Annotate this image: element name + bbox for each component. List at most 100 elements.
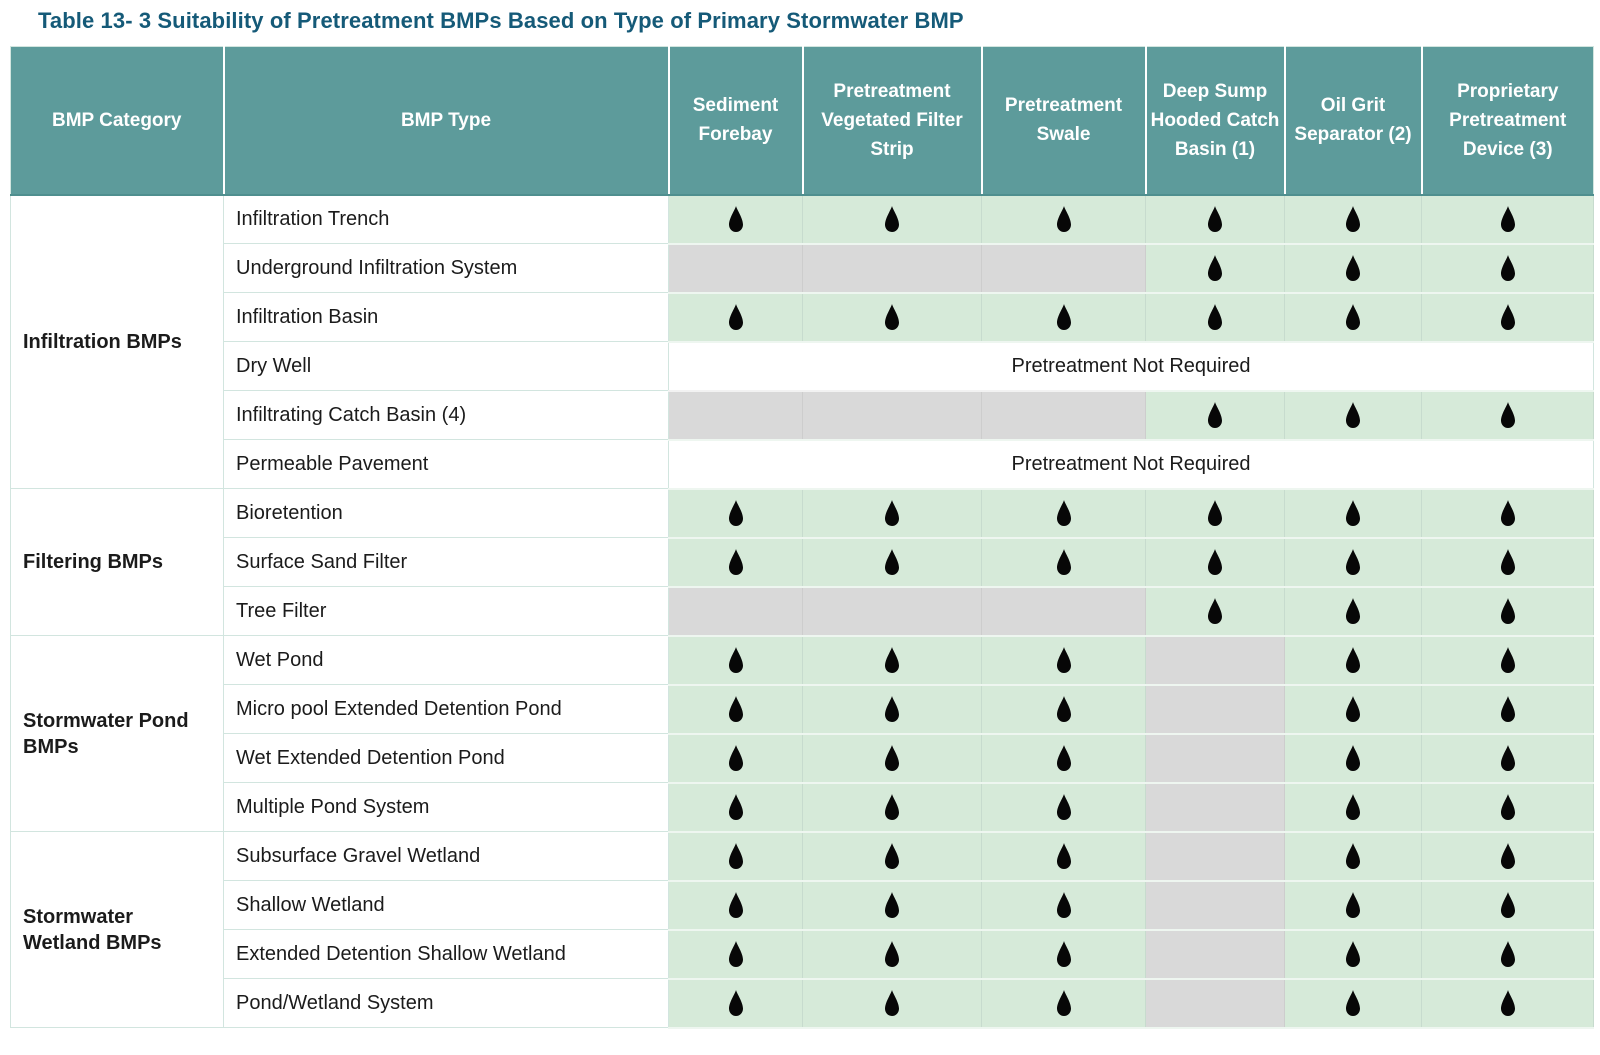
header-pretreatment-vegetated-filter-strip: Pretreatment Vegetated Filter Strip — [801, 46, 982, 196]
water-drop-icon — [1346, 647, 1360, 673]
suitable-cell — [1284, 585, 1422, 637]
table-row: Infiltration Basin — [11, 291, 1594, 343]
water-drop-icon — [728, 745, 743, 771]
water-drop-icon — [1500, 647, 1515, 673]
suitable-cell — [668, 732, 803, 784]
suitable-cell — [1421, 879, 1594, 931]
bmp-type-cell: Underground Infiltration System — [223, 243, 669, 293]
water-drop-icon — [728, 549, 743, 575]
suitable-cell — [1284, 291, 1422, 343]
water-drop-icon — [885, 549, 899, 575]
not-applicable-cell — [1145, 977, 1285, 1029]
table-row: Pond/Wetland System — [11, 977, 1594, 1029]
water-drop-icon — [1500, 549, 1515, 575]
table-row: Underground Infiltration System — [11, 242, 1594, 294]
not-applicable-cell — [1145, 781, 1285, 833]
water-drop-icon — [885, 794, 899, 820]
bmp-type-cell: Wet Extended Detention Pond — [223, 733, 669, 783]
suitable-cell — [668, 879, 803, 931]
suitable-cell — [668, 781, 803, 833]
suitable-cell — [1145, 193, 1285, 245]
suitable-cell — [981, 732, 1146, 784]
header-deep-sump-hooded-catch-basin: Deep Sump Hooded Catch Basin (1) — [1144, 46, 1285, 196]
water-drop-icon — [1500, 206, 1515, 232]
table-body: Infiltration BMPs Infiltration Trench Unde… — [10, 193, 1594, 1029]
water-drop-icon — [1500, 990, 1515, 1016]
water-drop-icon — [1500, 794, 1515, 820]
suitable-cell — [1421, 389, 1594, 441]
pretreatment-not-required-cell: Pretreatment Not Required — [668, 341, 1594, 391]
suitable-cell — [981, 830, 1146, 882]
table-row: Filtering BMPs Bioretention — [10, 487, 1594, 636]
suitable-cell — [981, 291, 1146, 343]
suitable-cell — [802, 487, 982, 539]
bmp-type-cell: Subsurface Gravel Wetland — [223, 831, 669, 881]
header-sediment-forebay: Sediment Forebay — [667, 46, 803, 196]
suitable-cell — [802, 928, 982, 980]
water-drop-icon — [1346, 745, 1360, 771]
water-drop-icon — [1346, 206, 1360, 232]
table-row: Micro pool Extended Detention Pond — [11, 683, 1594, 735]
document-page: Table 13- 3 Suitability of Pretreatment … — [10, 8, 1594, 1029]
table-title: Table 13- 3 Suitability of Pretreatment … — [38, 8, 964, 33]
water-drop-icon — [1056, 892, 1071, 918]
water-drop-icon — [728, 500, 743, 526]
bmp-type-cell: Infiltrating Catch Basin (4) — [223, 390, 669, 440]
suitable-cell — [1284, 732, 1422, 784]
suitable-cell — [668, 536, 803, 588]
table-row: Permeable Pavement Pretreatment Not Requi… — [11, 439, 1594, 489]
bmp-category-cell: Stormwater Wetland BMPs — [10, 831, 224, 1028]
bmp-type-cell: Bioretention — [223, 488, 669, 538]
suitable-cell — [981, 683, 1146, 735]
water-drop-icon — [1500, 941, 1515, 967]
bmp-type-cell: Extended Detention Shallow Wetland — [223, 929, 669, 979]
bmp-type-cell: Shallow Wetland — [223, 880, 669, 930]
not-applicable-cell — [1145, 830, 1285, 882]
water-drop-icon — [1346, 304, 1360, 330]
not-applicable-cell — [1145, 732, 1285, 784]
table-row: Extended Detention Shallow Wetland — [11, 928, 1594, 980]
suitable-cell — [1145, 389, 1285, 441]
water-drop-icon — [1056, 745, 1071, 771]
suitable-cell — [1145, 242, 1285, 294]
suitable-cell — [668, 830, 803, 882]
suitable-cell — [668, 291, 803, 343]
bmp-suitability-table: BMP Category BMP Type Sediment Forebay P… — [10, 46, 1594, 1029]
not-applicable-cell — [1145, 928, 1285, 980]
water-drop-icon — [885, 843, 899, 869]
not-applicable-cell — [981, 242, 1146, 294]
suitable-cell — [981, 928, 1146, 980]
water-drop-icon — [1346, 255, 1360, 281]
water-drop-icon — [1346, 549, 1360, 575]
water-drop-icon — [1346, 892, 1360, 918]
suitable-cell — [1284, 634, 1422, 686]
suitable-cell — [1421, 585, 1594, 637]
suitable-cell — [802, 732, 982, 784]
suitable-cell — [981, 536, 1146, 588]
suitable-cell — [1421, 634, 1594, 686]
water-drop-icon — [1346, 402, 1360, 428]
water-drop-icon — [1208, 255, 1222, 281]
bmp-category-cell: Stormwater Pond BMPs — [10, 635, 224, 832]
table-row: Wet Extended Detention Pond — [11, 732, 1594, 784]
suitable-cell — [1284, 683, 1422, 735]
water-drop-icon — [885, 647, 899, 673]
water-drop-icon — [728, 696, 743, 722]
water-drop-icon — [885, 500, 899, 526]
bmp-type-cell: Wet Pond — [223, 635, 669, 685]
header-oil-grit-separator: Oil Grit Separator (2) — [1283, 46, 1422, 196]
suitable-cell — [1421, 487, 1594, 539]
suitable-cell — [1284, 781, 1422, 833]
bmp-type-cell: Surface Sand Filter — [223, 537, 669, 587]
water-drop-icon — [885, 745, 899, 771]
water-drop-icon — [1208, 402, 1222, 428]
suitable-cell — [802, 977, 982, 1029]
water-drop-icon — [1500, 255, 1515, 281]
water-drop-icon — [1056, 206, 1071, 232]
not-applicable-cell — [668, 585, 803, 637]
suitable-cell — [1284, 977, 1422, 1029]
suitable-cell — [668, 487, 803, 539]
suitable-cell — [1145, 536, 1285, 588]
water-drop-icon — [885, 206, 899, 232]
water-drop-icon — [728, 843, 743, 869]
